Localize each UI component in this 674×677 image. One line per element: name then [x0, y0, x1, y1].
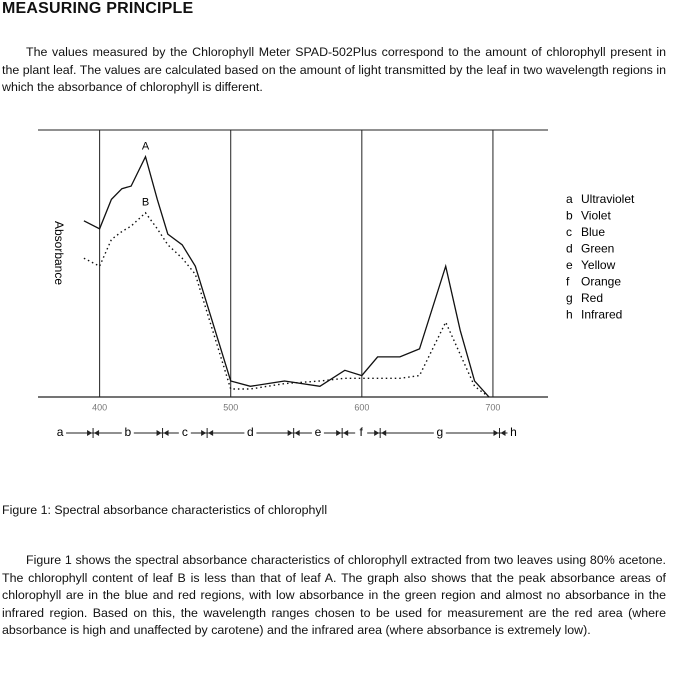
- series-label: B: [142, 197, 149, 209]
- x-tick-label: 400: [92, 402, 107, 412]
- heading: MEASURING PRINCIPLE: [2, 0, 194, 17]
- band-arrow: [156, 430, 169, 436]
- band-letter-bg: [178, 426, 191, 440]
- series-label: A: [142, 141, 150, 153]
- band-letter: a: [57, 425, 64, 439]
- legend-name: Green: [581, 242, 614, 256]
- x-tick-label: 700: [485, 402, 500, 412]
- legend-name: Blue: [581, 225, 605, 239]
- legend-letter: a: [566, 192, 573, 206]
- band-letter-bg: [54, 426, 67, 440]
- y-axis-label: Absorbance: [52, 221, 66, 285]
- band-letter-bg: [244, 426, 257, 440]
- legend-letter: c: [566, 225, 572, 239]
- legend-letter: b: [566, 209, 573, 223]
- band-arrow: [87, 430, 100, 436]
- x-tick-label: 500: [223, 402, 238, 412]
- legend-name: Red: [581, 291, 603, 305]
- band-letter: e: [315, 425, 322, 439]
- intro-block: The values measured by the Chlorophyll M…: [2, 44, 666, 97]
- legend-letter: e: [566, 258, 573, 272]
- band-letter-bg: [121, 426, 134, 440]
- band-arrow: [493, 430, 506, 436]
- band-letter-bg: [507, 426, 520, 440]
- x-tick-label: 600: [354, 402, 369, 412]
- series-line: [83, 211, 490, 398]
- legend-name: Ultraviolet: [581, 192, 635, 206]
- figure-caption: Figure 1: Spectral absorbance characteri…: [2, 503, 328, 517]
- legend-name: Violet: [581, 209, 611, 223]
- band-letter: g: [436, 425, 443, 439]
- band-letter-bg: [355, 426, 368, 440]
- band-letter: c: [182, 425, 188, 439]
- legend-letter: h: [566, 308, 573, 322]
- legend-letter: f: [566, 275, 570, 289]
- band-arrow: [287, 430, 300, 436]
- body-paragraph: Figure 1 shows the spectral absorbance c…: [2, 553, 666, 637]
- legend-letter: g: [566, 291, 573, 305]
- band-letter: f: [360, 425, 364, 439]
- legend-letter: d: [566, 242, 573, 256]
- series-line: [83, 154, 490, 398]
- intro-paragraph: The values measured by the Chlorophyll M…: [2, 45, 666, 94]
- band-letter: h: [510, 425, 517, 439]
- legend-name: Orange: [581, 275, 621, 289]
- band-letter: d: [247, 425, 254, 439]
- band-letter-bg: [433, 426, 446, 440]
- band-letter: b: [124, 425, 131, 439]
- band-arrow: [374, 430, 387, 436]
- body-block: Figure 1 shows the spectral absorbance c…: [2, 552, 666, 640]
- band-letter-bg: [311, 426, 324, 440]
- legend-name: Yellow: [581, 258, 616, 272]
- band-arrow: [201, 430, 214, 436]
- band-arrow: [336, 430, 349, 436]
- legend-name: Infrared: [581, 308, 622, 322]
